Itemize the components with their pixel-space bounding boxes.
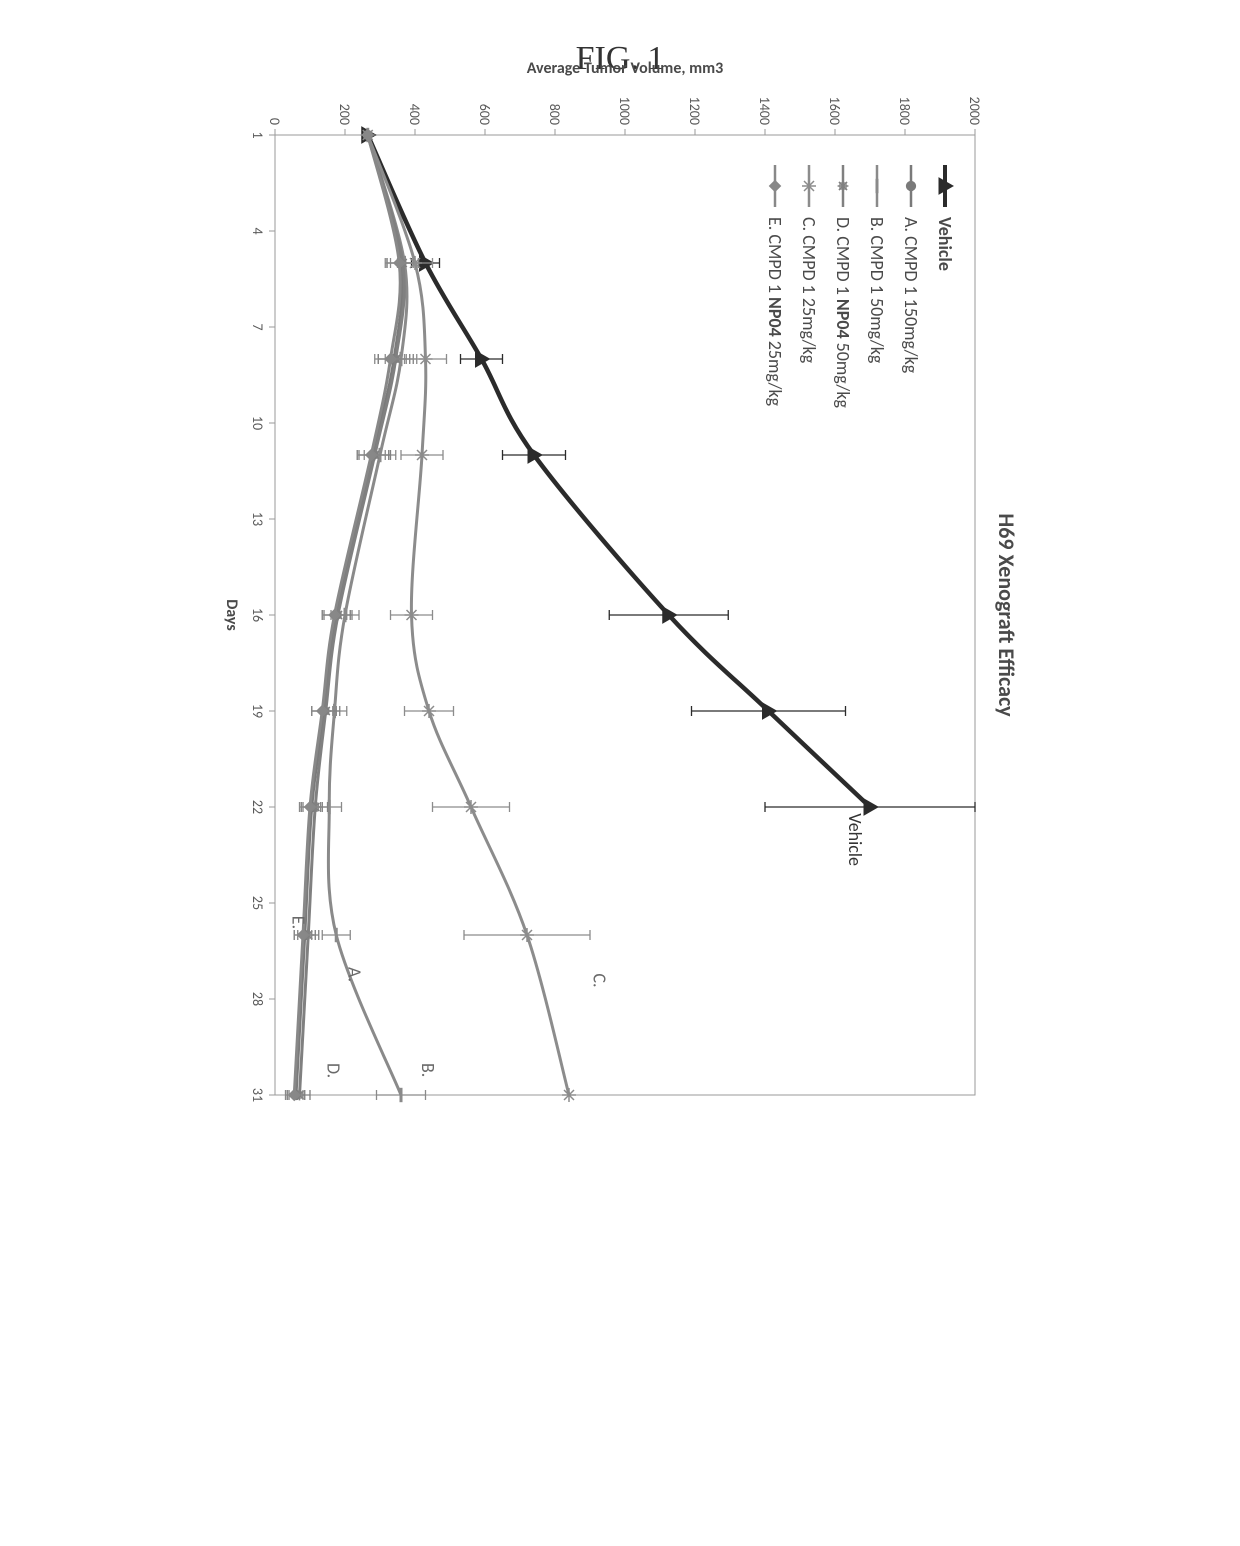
svg-text:D.: D.: [323, 1063, 345, 1078]
svg-text:1200: 1200: [686, 97, 703, 125]
svg-text:1400: 1400: [756, 97, 773, 125]
svg-text:Days: Days: [222, 599, 241, 631]
svg-text:16: 16: [249, 608, 266, 622]
svg-text:28: 28: [249, 992, 266, 1006]
svg-text:2000: 2000: [966, 97, 983, 125]
svg-text:200: 200: [336, 104, 353, 125]
efficacy-line-chart: 0 200 400 600 800 1000 1200 1400 1600 1800 2000 1 4 7…: [205, 45, 1035, 1125]
svg-text:Vehicle: Vehicle: [844, 813, 866, 866]
svg-text:400: 400: [406, 104, 423, 125]
svg-text:B.: B.: [417, 1063, 439, 1077]
svg-text:1600: 1600: [826, 97, 843, 125]
svg-text:C. CMPD 1 25mg/kg: C. CMPD 1 25mg/kg: [798, 217, 820, 364]
chart-container: 0 200 400 600 800 1000 1200 1400 1600 1800 2000 1 4 7…: [205, 45, 1035, 1125]
svg-text:1: 1: [249, 131, 266, 138]
svg-text:31: 31: [249, 1088, 266, 1102]
svg-text:800: 800: [546, 104, 563, 125]
svg-text:19: 19: [249, 704, 266, 718]
legend: Vehicle A. CMPD 1 150mg/kg B. CMPD 1 50mg/…: [764, 165, 956, 409]
series-C: [361, 128, 590, 1102]
svg-text:D. CMPD 1 NP04 50mg/kg: D. CMPD 1 NP04 50mg/kg: [832, 217, 854, 409]
svg-text:A. CMPD 1 150mg/kg: A. CMPD 1 150mg/kg: [900, 217, 922, 374]
svg-text:C.: C.: [589, 973, 611, 987]
svg-text:E.: E.: [288, 916, 310, 929]
svg-text:13: 13: [249, 512, 266, 526]
svg-text:E. CMPD 1 NP04 25mg/kg: E. CMPD 1 NP04 25mg/kg: [764, 217, 786, 407]
svg-text:A.: A.: [344, 967, 366, 982]
svg-text:H69 Xenograft Efficacy: H69 Xenograft Efficacy: [993, 513, 1020, 717]
svg-text:1000: 1000: [616, 97, 633, 125]
svg-text:10: 10: [249, 416, 266, 430]
svg-text:7: 7: [249, 323, 266, 330]
svg-text:Vehicle: Vehicle: [934, 217, 956, 271]
svg-text:4: 4: [249, 227, 266, 234]
svg-text:1800: 1800: [896, 97, 913, 125]
svg-text:Average Tumor Volume, mm3: Average Tumor Volume, mm3: [527, 59, 724, 78]
svg-text:25: 25: [249, 896, 266, 910]
svg-text:600: 600: [476, 104, 493, 125]
svg-text:0: 0: [266, 118, 283, 125]
page: FIG. 1 020040060080010001200140016001800…: [0, 0, 1240, 1546]
svg-text:22: 22: [249, 800, 266, 814]
svg-text:B. CMPD 1 50mg/kg: B. CMPD 1 50mg/kg: [866, 217, 888, 364]
